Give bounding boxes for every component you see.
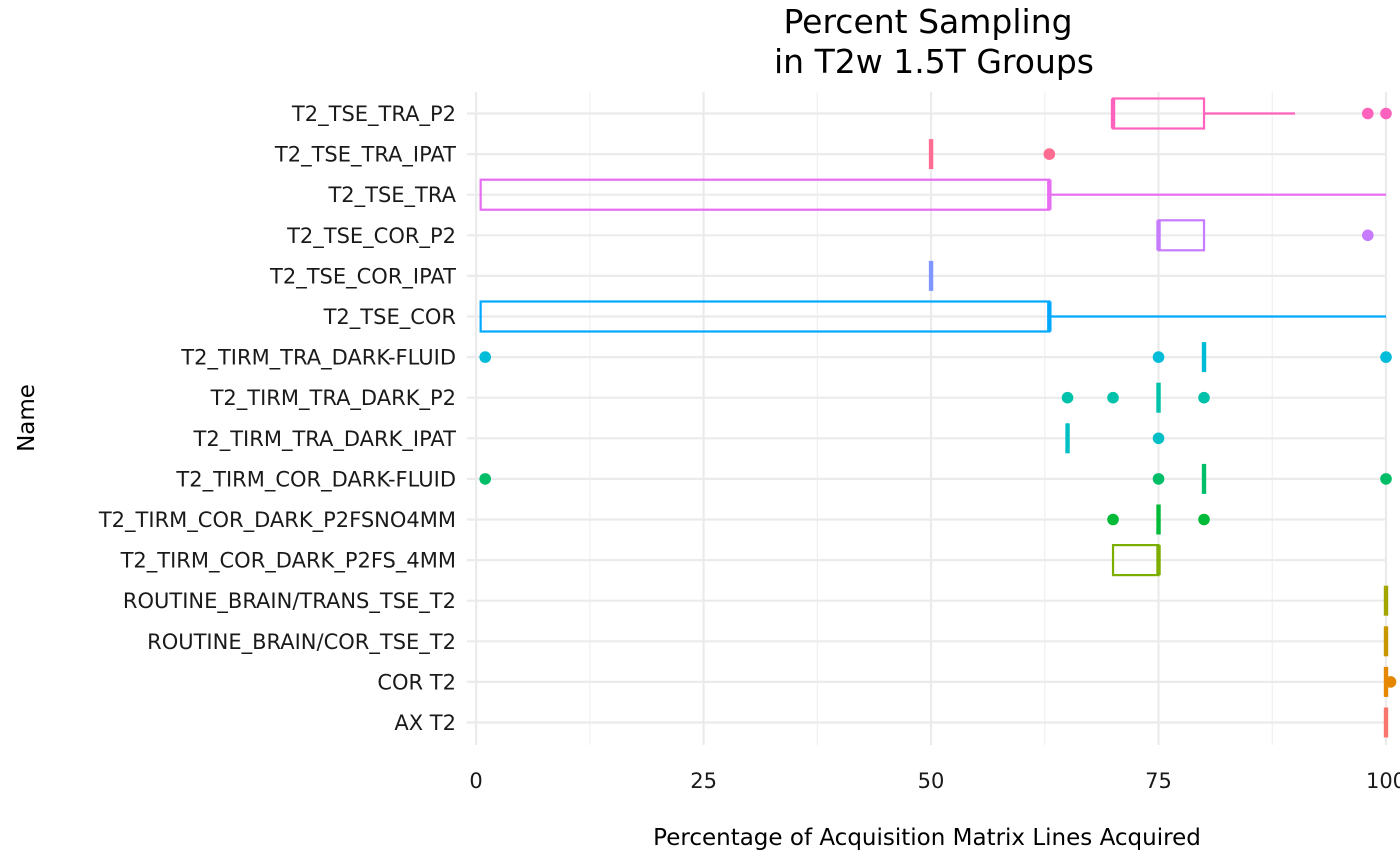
y-tick-label: T2_TIRM_TRA_DARK_P2 — [210, 386, 456, 411]
outlier-point — [1152, 473, 1165, 485]
x-tick-label: 100 — [1366, 769, 1400, 793]
box-group — [1065, 423, 1165, 454]
box-group — [1110, 97, 1392, 130]
outlier-point — [1043, 148, 1056, 160]
x-tick-label: 50 — [918, 769, 945, 793]
box-group — [479, 178, 1386, 211]
outlier-point — [1107, 513, 1119, 526]
outlier-point — [1362, 229, 1374, 242]
y-tick-label: T2_TIRM_TRA_DARK-FLUID — [180, 346, 456, 371]
outlier-point — [1198, 391, 1210, 404]
box-series — [479, 97, 1397, 738]
y-tick-label: T2_TSE_TRA — [327, 183, 456, 208]
outlier-point — [1107, 391, 1119, 404]
x-tick-label: 25 — [690, 769, 717, 793]
y-tick-label: T2_TIRM_COR_DARK_P2FS_4MM — [120, 549, 456, 574]
chart-title-line-1: Percent Sampling — [783, 2, 1072, 41]
chart-title-line-2: in T2w 1.5T Groups — [774, 42, 1094, 81]
y-tick-label: AX T2 — [394, 711, 456, 735]
box-group — [479, 463, 1392, 494]
box-group — [1111, 543, 1161, 577]
outlier-point — [1152, 432, 1165, 445]
y-tick-label: T2_TSE_TRA_P2 — [291, 102, 456, 127]
y-tick-label: T2_TIRM_COR_DARK_P2FSNO4MM — [98, 508, 456, 533]
x-tick-labels: 0 25 50 75 100 — [469, 769, 1400, 793]
x-tick-label: 75 — [1145, 769, 1172, 793]
outlier-point — [1362, 107, 1374, 120]
grid-lines — [467, 92, 1388, 745]
outlier-point — [1061, 391, 1074, 404]
y-tick-label: T2_TSE_COR_P2 — [286, 224, 456, 249]
y-tick-label: COR T2 — [377, 670, 456, 694]
y-tick-label: T2_TSE_COR — [323, 305, 456, 330]
box-group — [1061, 382, 1210, 413]
outlier-point — [1384, 676, 1397, 688]
y-axis-title: Name — [14, 384, 40, 452]
box-group — [1383, 666, 1397, 697]
x-axis-title: Percentage of Acquisition Matrix Lines A… — [653, 825, 1201, 851]
box-group — [1156, 219, 1374, 252]
outlier-point — [1198, 513, 1210, 526]
outlier-point — [1152, 351, 1165, 363]
box-group — [928, 139, 1056, 170]
y-tick-label: T2_TSE_TRA_IPAT — [274, 143, 456, 168]
box-group — [1107, 504, 1210, 535]
outlier-point — [1380, 351, 1392, 363]
y-tick-label: ROUTINE_BRAIN/TRANS_TSE_T2 — [123, 589, 456, 614]
y-tick-label: T2_TIRM_TRA_DARK_IPAT — [193, 427, 457, 452]
y-tick-label: ROUTINE_BRAIN/COR_TSE_T2 — [147, 630, 456, 655]
box-group — [479, 342, 1392, 373]
y-tick-label: T2_TSE_COR_IPAT — [269, 264, 456, 289]
outlier-point — [479, 351, 491, 363]
outlier-point — [1380, 473, 1392, 485]
outlier-point — [479, 473, 491, 485]
outlier-point — [1380, 107, 1392, 120]
y-tick-labels: T2_TSE_TRA_P2 T2_TSE_TRA_IPAT T2_TSE_TRA T2… — [98, 102, 457, 735]
y-tick-label: T2_TIRM_COR_DARK-FLUID — [175, 467, 456, 492]
box-group — [479, 300, 1386, 333]
x-tick-label: 0 — [469, 769, 482, 793]
